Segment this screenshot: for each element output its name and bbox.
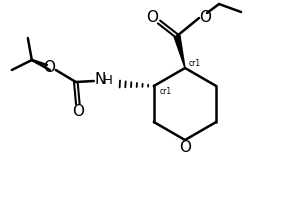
Text: H: H (103, 74, 113, 86)
Text: O: O (72, 105, 84, 120)
Text: O: O (179, 141, 191, 155)
Text: cr1: cr1 (189, 60, 201, 68)
Text: O: O (146, 11, 158, 25)
Text: cr1: cr1 (160, 88, 172, 96)
Text: O: O (199, 10, 211, 25)
Text: O: O (43, 60, 55, 74)
Polygon shape (174, 35, 185, 68)
Text: N: N (94, 73, 106, 88)
